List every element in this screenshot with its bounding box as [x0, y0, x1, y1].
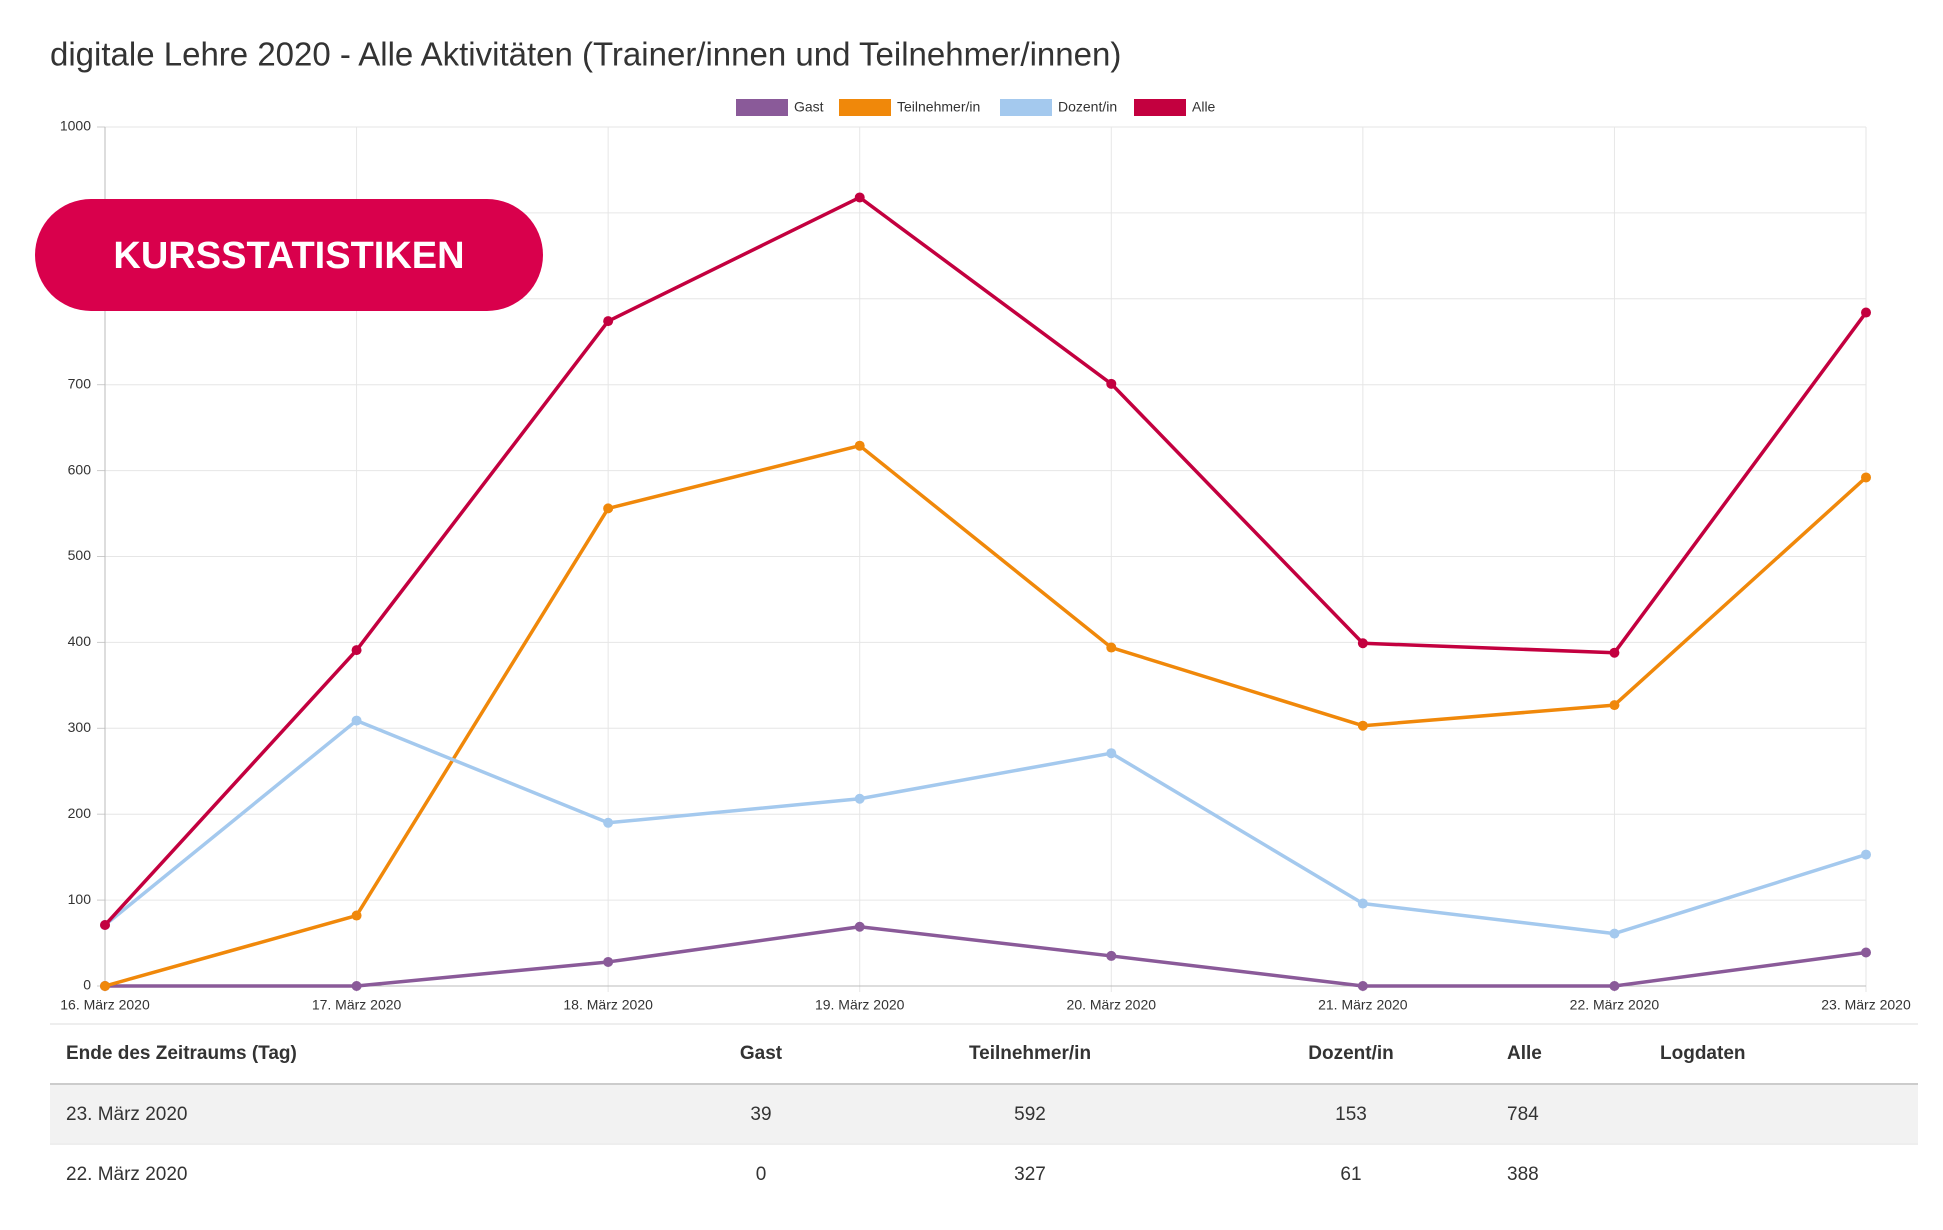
cell: 153 — [1335, 1104, 1367, 1125]
table: Ende des Zeitraums (Tag) Gast Teilnehmer/i… — [50, 1023, 1918, 1185]
y-tick-label: 700 — [68, 375, 92, 391]
legend-label: Gast — [794, 99, 824, 115]
x-tick-label: 18. März 2020 — [563, 997, 653, 1013]
point — [1861, 472, 1871, 483]
legend-swatch — [1134, 99, 1186, 116]
column-header: Alle — [1507, 1043, 1542, 1064]
point — [1861, 307, 1871, 318]
point — [1106, 378, 1117, 389]
point — [351, 645, 362, 656]
point — [1357, 898, 1368, 909]
point — [603, 316, 614, 327]
y-tick-label: 300 — [68, 719, 92, 735]
cell: 23. März 2020 — [66, 1104, 187, 1125]
cell: 327 — [1014, 1164, 1046, 1185]
point — [854, 793, 865, 804]
cell: 784 — [1507, 1104, 1539, 1125]
x-tick-label: 20. März 2020 — [1067, 997, 1157, 1013]
legend-label: Alle — [1192, 99, 1216, 115]
column-header: Teilnehmer/in — [969, 1043, 1091, 1064]
legend-label: Teilnehmer/in — [897, 99, 980, 115]
x-tick-label: 21. März 2020 — [1318, 997, 1408, 1013]
series-line — [105, 924, 1867, 988]
x-tick-label: 19. März 2020 — [815, 997, 905, 1013]
y-tick-label: 200 — [68, 805, 92, 821]
point — [1106, 748, 1117, 759]
point — [1609, 981, 1620, 991]
series-line — [103, 718, 1867, 936]
point — [351, 715, 362, 726]
badge: KURSSTATISTIKEN — [113, 235, 464, 277]
x-tick-label: 16. März 2020 — [60, 997, 150, 1013]
point — [1106, 642, 1117, 653]
legend-swatch — [839, 99, 891, 116]
point — [854, 192, 865, 203]
cell: 0 — [756, 1164, 767, 1185]
plot: 0100200300400500600700800900100016. März… — [60, 99, 1911, 1013]
y-tick-label: 400 — [68, 633, 92, 649]
y-tick-label: 1000 — [60, 118, 91, 134]
cell: 388 — [1507, 1164, 1539, 1185]
column-header: Dozent/in — [1308, 1043, 1394, 1064]
point — [1357, 638, 1368, 649]
point — [100, 920, 110, 931]
column-header: Ende des Zeitraums (Tag) — [66, 1043, 297, 1064]
y-tick-label: 100 — [68, 891, 92, 907]
y-tick-label: 0 — [83, 977, 91, 993]
column-header: Logdaten — [1660, 1043, 1746, 1064]
point — [1357, 720, 1368, 731]
point — [351, 910, 362, 921]
chart-title: digitale Lehre 2020 - Alle Aktivitäten (… — [50, 36, 1121, 73]
row-bg — [50, 1085, 1918, 1143]
point — [854, 440, 865, 451]
point — [1106, 950, 1117, 961]
cell: 61 — [1340, 1164, 1361, 1185]
legend-swatch — [1000, 99, 1052, 116]
cell: 39 — [750, 1104, 771, 1125]
point — [1609, 700, 1620, 711]
point — [603, 956, 614, 967]
point — [854, 921, 865, 932]
cell: 592 — [1014, 1104, 1046, 1125]
badge-bg — [35, 199, 543, 311]
point — [1609, 928, 1620, 939]
series-line — [103, 195, 1868, 927]
x-tick-label: 23. März 2020 — [1821, 997, 1911, 1013]
column-header: Gast — [740, 1043, 783, 1064]
x-tick-label: 17. März 2020 — [312, 997, 402, 1013]
y-tick-label: 500 — [68, 547, 92, 563]
point — [1357, 981, 1368, 991]
point — [100, 981, 110, 991]
cell: 22. März 2020 — [66, 1164, 187, 1185]
point — [1609, 647, 1620, 658]
point — [1861, 947, 1871, 958]
legend-swatch — [736, 99, 788, 116]
point — [603, 817, 614, 828]
series-line — [104, 443, 1868, 988]
legend-label: Dozent/in — [1058, 99, 1117, 115]
point — [1861, 849, 1871, 860]
point — [603, 503, 614, 514]
x-tick-label: 22. März 2020 — [1570, 997, 1660, 1013]
point — [351, 981, 362, 991]
y-tick-label: 600 — [68, 461, 92, 477]
